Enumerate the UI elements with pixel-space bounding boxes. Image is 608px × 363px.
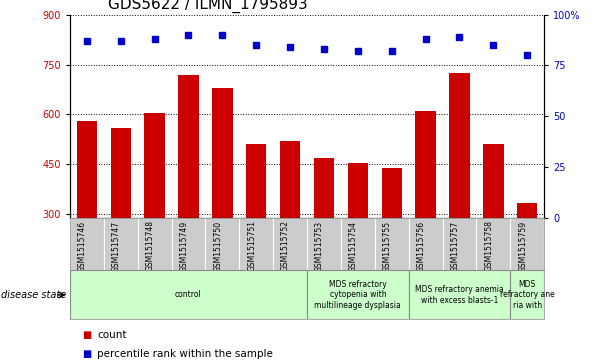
Bar [449,73,469,314]
Text: GSM1515752: GSM1515752 [281,220,290,272]
Text: GSM1515757: GSM1515757 [451,220,460,272]
Text: GSM1515754: GSM1515754 [349,220,358,272]
Text: GSM1515756: GSM1515756 [416,220,426,272]
Bar [314,158,334,314]
Text: GSM1515759: GSM1515759 [518,220,527,272]
Bar [307,270,409,319]
Bar [382,168,402,314]
Text: ■: ■ [82,330,91,340]
Bar [246,144,266,314]
Text: GSM1515758: GSM1515758 [485,220,493,272]
Text: count: count [97,330,127,340]
Bar [348,163,368,314]
Text: MDS refractory anemia
with excess blasts-1: MDS refractory anemia with excess blasts… [415,285,504,305]
Text: ■: ■ [82,349,91,359]
Text: GSM1515755: GSM1515755 [382,220,392,272]
Text: disease state: disease state [1,290,66,300]
Text: GDS5622 / ILMN_1795893: GDS5622 / ILMN_1795893 [108,0,308,13]
Text: GSM1515747: GSM1515747 [112,220,121,272]
Text: GSM1515750: GSM1515750 [213,220,223,272]
Bar [280,141,300,314]
Bar [70,270,307,319]
Bar [517,203,537,314]
Text: GSM1515746: GSM1515746 [78,220,87,272]
Text: GSM1515749: GSM1515749 [179,220,188,272]
Bar [510,270,544,319]
Text: control: control [175,290,202,299]
Bar [212,88,232,314]
Text: GSM1515751: GSM1515751 [247,220,256,272]
Text: percentile rank within the sample: percentile rank within the sample [97,349,273,359]
Bar [77,121,97,314]
Text: MDS refractory
cytopenia with
multilineage dysplasia: MDS refractory cytopenia with multilinea… [314,280,401,310]
Bar [178,74,199,314]
Text: GSM1515748: GSM1515748 [145,220,154,272]
Text: MDS
refractory ane
ria with: MDS refractory ane ria with [500,280,554,310]
Text: GSM1515753: GSM1515753 [315,220,324,272]
Bar [415,111,436,314]
Bar [145,113,165,314]
Bar [483,144,503,314]
Bar [409,270,510,319]
Bar [111,128,131,314]
